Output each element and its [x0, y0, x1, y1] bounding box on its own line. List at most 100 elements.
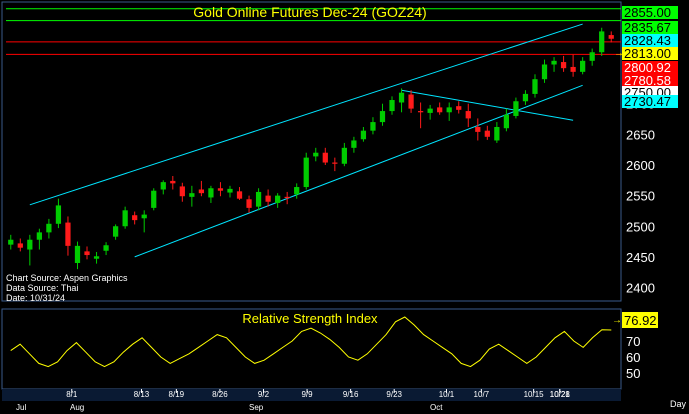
candle-body	[313, 152, 319, 157]
x-tick-labels: 8/1 8/13 8/19 8/26 9/2 9/9 9/16 9/23 10/1 10/7 10/…	[66, 389, 570, 399]
source-notes: Chart Source: Aspen Graphics Data Source…	[6, 273, 128, 303]
price-level-label-text: 2730.47	[624, 94, 671, 109]
month-label: Jul	[16, 403, 26, 412]
price-level-label-text: 2800.92	[624, 60, 671, 75]
candle-body	[446, 107, 452, 113]
candle	[8, 234, 14, 250]
candle	[398, 88, 405, 113]
price-level-label-text: 2855.00	[624, 5, 671, 20]
rsi-title: Relative Strength Index	[242, 311, 378, 326]
candle	[55, 198, 62, 229]
candle-body	[599, 31, 605, 53]
candle	[351, 136, 357, 153]
x-tick-label: 10/15	[524, 390, 545, 399]
candle-body	[580, 60, 586, 72]
rsi-value-label: 76.92	[624, 313, 657, 328]
month-label: Aug	[70, 403, 84, 412]
candle	[170, 176, 176, 190]
candle-body	[112, 226, 119, 237]
source-line-3: Date: 10/31/24	[6, 293, 65, 303]
candle-body	[560, 62, 567, 69]
candle	[437, 102, 443, 115]
candle-body	[55, 205, 62, 224]
price-level-label: 2835.67	[622, 20, 678, 35]
candle-body	[475, 126, 481, 132]
candle-body	[494, 126, 500, 141]
candle	[532, 74, 538, 98]
candle	[17, 238, 23, 252]
candle-body	[465, 111, 471, 119]
candle	[427, 104, 433, 120]
candle	[189, 185, 195, 207]
candle	[475, 118, 481, 141]
x-tick-label: 10/7	[474, 390, 490, 399]
candle	[65, 216, 71, 256]
candle	[103, 242, 109, 256]
month-labels: Jul Aug Sep Oct	[16, 403, 443, 412]
candle	[275, 193, 281, 208]
candle	[74, 241, 81, 270]
candle-body	[570, 66, 576, 72]
price-level-label-box	[622, 74, 678, 87]
chart-title: Gold Online Futures Dec-24 (GOZ24)	[193, 4, 426, 20]
rsi-y-tick-label: 70	[626, 334, 640, 349]
price-level-label-box	[622, 21, 678, 34]
candle-body	[398, 92, 405, 103]
candle-body	[551, 60, 557, 65]
candle	[112, 224, 119, 240]
candle	[208, 185, 214, 203]
candle-body	[265, 195, 271, 202]
candle	[217, 182, 224, 197]
candle-body	[179, 186, 185, 197]
price-level-lines	[6, 8, 621, 55]
x-tick-label: 10/1	[439, 390, 455, 399]
candle	[551, 57, 557, 72]
trend-lines	[29, 23, 583, 258]
candle	[513, 97, 519, 119]
rsi-line	[10, 316, 612, 368]
candle-body	[46, 223, 52, 233]
trend-line-short-term-resistance	[401, 89, 574, 121]
candle	[122, 206, 128, 229]
candle	[599, 27, 605, 56]
trend-line-channel-upper	[29, 23, 583, 206]
candle	[255, 188, 262, 211]
source-line-1: Chart Source: Aspen Graphics	[6, 273, 128, 283]
price-level-label-box	[622, 34, 678, 47]
candle	[522, 90, 529, 105]
candle	[294, 183, 300, 199]
candle-body	[93, 256, 100, 259]
candle-body	[370, 122, 376, 131]
x-tick-label: 8/26	[212, 390, 228, 399]
candle-body	[122, 210, 128, 227]
candle-body	[541, 64, 548, 80]
price-level-label-text: 2835.67	[624, 20, 671, 35]
candle-body	[437, 107, 443, 113]
price-y-tick-label: 2550	[626, 189, 655, 204]
candle	[36, 228, 42, 250]
price-y-tick-label: 2500	[626, 219, 655, 234]
price-level-label: 2780.58	[622, 73, 678, 88]
candle	[560, 55, 567, 72]
x-tick-label: 8/1	[66, 390, 78, 399]
candle	[360, 126, 367, 142]
source-line-2: Data Source: Thai	[6, 283, 78, 293]
candle	[408, 90, 414, 113]
candle	[541, 59, 548, 83]
candle	[417, 102, 424, 129]
candle-body	[608, 35, 614, 39]
candle	[589, 48, 595, 66]
candle	[465, 103, 471, 127]
candle	[151, 188, 157, 211]
candle-body	[27, 239, 33, 250]
last-price-arrow: →	[614, 48, 624, 59]
candle-body	[227, 188, 233, 193]
candle-body	[294, 187, 300, 195]
candle	[456, 101, 462, 114]
candle	[341, 142, 347, 167]
candle-body	[322, 152, 328, 163]
candle	[446, 102, 452, 121]
candle	[84, 246, 90, 260]
